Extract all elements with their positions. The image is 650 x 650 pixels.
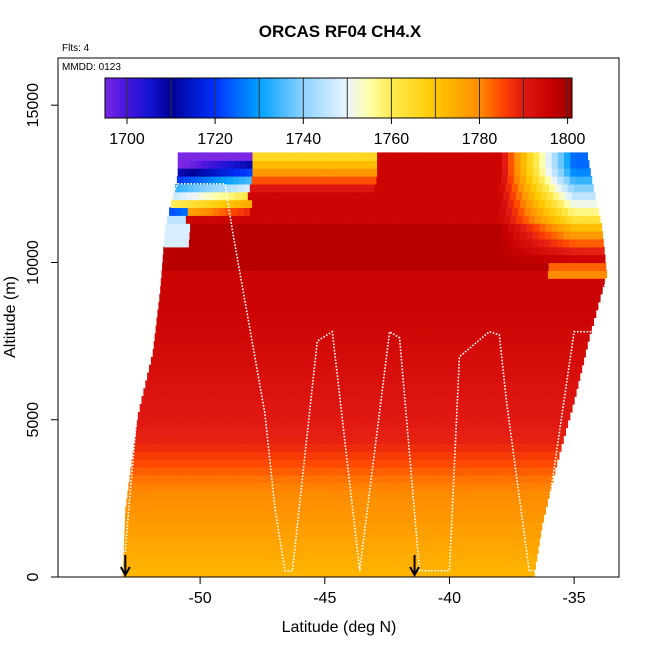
colorbar: 1700 1720 1740 1760 1780 1800 — [104, 77, 586, 148]
y-tick-label: 5000 — [25, 402, 42, 438]
chart-title: ORCAS RF04 CH4.X — [259, 22, 422, 41]
x-tick-label: -45 — [313, 590, 336, 607]
colorbar-tick-label: 1700 — [109, 131, 145, 148]
colorbar-tick-label: 1800 — [550, 131, 586, 148]
x-axis-label: Latitude (deg N) — [282, 619, 397, 636]
flight-markers — [119, 555, 420, 578]
y-axis-label: Altitude (m) — [2, 276, 19, 358]
date-label: MMDD: 0123 — [62, 62, 121, 73]
y-axis: 0 5000 10000 15000 — [25, 83, 58, 581]
x-tick-label: -50 — [189, 590, 212, 607]
colorbar-tick-label: 1760 — [374, 131, 410, 148]
colorbar-tick-label: 1720 — [197, 131, 233, 148]
flight-marker-arrow — [409, 555, 420, 578]
y-tick-label: 0 — [25, 572, 42, 581]
x-tick-label: -40 — [438, 590, 461, 607]
flights-label: Flts: 4 — [62, 43, 90, 54]
x-axis: -50 -45 -40 -35 — [189, 577, 586, 607]
ch4-field — [122, 152, 608, 577]
y-tick-label: 15000 — [25, 83, 42, 128]
x-tick-label: -35 — [563, 590, 586, 607]
flight-marker-arrow — [119, 555, 131, 578]
flight-track — [124, 183, 608, 572]
plot-frame — [57, 57, 620, 578]
colorbar-tick-label: 1780 — [462, 131, 498, 148]
colorbar-tick-label: 1740 — [286, 131, 322, 148]
y-tick-label: 10000 — [25, 240, 42, 285]
